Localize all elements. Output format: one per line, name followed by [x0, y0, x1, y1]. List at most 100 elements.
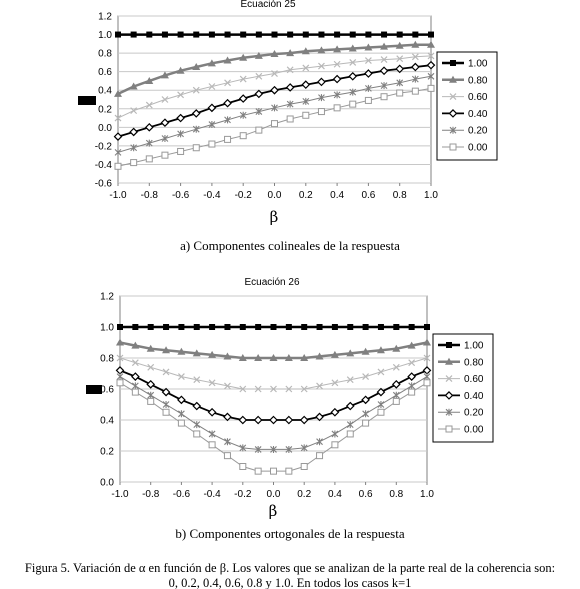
data-point — [192, 63, 201, 71]
data-point — [270, 385, 277, 393]
data-point — [208, 121, 216, 129]
data-point — [449, 126, 457, 134]
data-point — [130, 159, 138, 167]
data-point — [144, 122, 154, 132]
data-point — [161, 387, 171, 397]
data-point — [361, 395, 370, 405]
data-point — [177, 373, 185, 381]
data-point — [318, 62, 325, 70]
x-tick-label: -1.0 — [111, 489, 129, 500]
y-tick-label: 1.2 — [98, 12, 112, 23]
data-point — [377, 324, 384, 330]
series-0.00 — [114, 84, 435, 170]
data-point — [346, 376, 354, 384]
series-0.00 — [116, 379, 431, 475]
data-point — [224, 324, 231, 330]
chart-caption: a) Componentes colineales de la respuest… — [180, 238, 400, 253]
data-point — [254, 467, 262, 475]
data-point — [349, 100, 357, 108]
data-point — [115, 31, 121, 38]
data-point — [240, 31, 247, 38]
data-point — [208, 379, 216, 387]
data-point — [427, 72, 435, 80]
legend-item: 0.20 — [442, 126, 488, 137]
x-tick-label: -0.4 — [203, 190, 221, 201]
data-point — [393, 324, 400, 330]
data-point — [255, 324, 262, 330]
data-point — [346, 349, 355, 357]
legend-item: 0.40 — [438, 391, 484, 402]
series-0.20 — [114, 72, 435, 156]
data-point — [407, 341, 416, 349]
data-point — [316, 438, 323, 446]
data-point — [130, 144, 138, 152]
data-point — [345, 401, 355, 411]
data-point — [302, 31, 309, 38]
data-point — [160, 71, 169, 79]
legend-label: 0.40 — [464, 391, 484, 402]
x-tick-label: -0.8 — [141, 190, 159, 201]
legend-item: 0.20 — [438, 408, 484, 419]
data-point — [224, 438, 231, 446]
data-point — [192, 86, 200, 94]
data-point — [270, 324, 277, 330]
data-point — [287, 31, 294, 38]
y-tick-label: 0.2 — [98, 104, 112, 115]
data-point — [255, 108, 263, 116]
data-point — [391, 380, 401, 389]
data-point — [407, 372, 416, 381]
data-point — [426, 60, 436, 70]
data-point — [132, 324, 139, 330]
data-point — [392, 397, 400, 405]
data-point — [270, 445, 277, 453]
data-point — [146, 344, 155, 352]
x-axis-ticks: -1.0 -0.8 -0.6 -0.4 -0.2 0.0 0.2 0.4 0.6 0.8 1.0 — [111, 482, 434, 500]
data-point — [408, 324, 415, 330]
y-tick-label: 0.6 — [100, 385, 114, 396]
data-point — [332, 74, 342, 84]
data-point — [445, 425, 453, 433]
data-point — [317, 108, 325, 116]
data-point — [271, 104, 278, 112]
x-tick-label: 1.0 — [424, 190, 438, 201]
x-axis-label: β — [269, 502, 278, 520]
data-point — [316, 452, 324, 460]
data-point — [269, 415, 278, 425]
data-point — [377, 368, 385, 376]
data-point — [428, 31, 434, 38]
data-point — [192, 125, 200, 133]
data-point — [239, 111, 247, 119]
data-point — [163, 324, 170, 330]
data-point — [115, 366, 125, 375]
data-point — [300, 385, 308, 393]
data-point — [130, 107, 138, 115]
data-point — [408, 359, 416, 367]
data-point — [302, 97, 310, 105]
data-point — [117, 324, 123, 330]
data-point — [364, 96, 372, 104]
data-point — [208, 441, 216, 449]
data-point — [131, 372, 140, 381]
data-point — [254, 51, 263, 59]
data-point — [223, 352, 232, 360]
data-point — [423, 338, 431, 346]
data-point — [334, 31, 341, 38]
data-point — [377, 408, 385, 416]
data-point — [423, 354, 431, 362]
data-point — [286, 66, 294, 74]
figure-caption-line-1: Figura 5. Variación de α en función de β… — [25, 561, 555, 575]
data-point — [330, 350, 339, 358]
data-point — [207, 59, 216, 67]
data-point — [362, 410, 369, 418]
y-tick-label: 0.6 — [98, 67, 112, 78]
series-0.60 — [114, 52, 435, 122]
data-point — [316, 382, 323, 390]
data-point — [145, 139, 153, 147]
x-axis-label: β — [270, 208, 279, 226]
y-tick-label: 0.0 — [100, 478, 114, 489]
data-point — [270, 85, 279, 95]
y-tick-label: 0.0 — [98, 123, 112, 134]
data-point — [365, 84, 372, 92]
data-point — [330, 407, 340, 417]
data-point — [444, 391, 454, 400]
